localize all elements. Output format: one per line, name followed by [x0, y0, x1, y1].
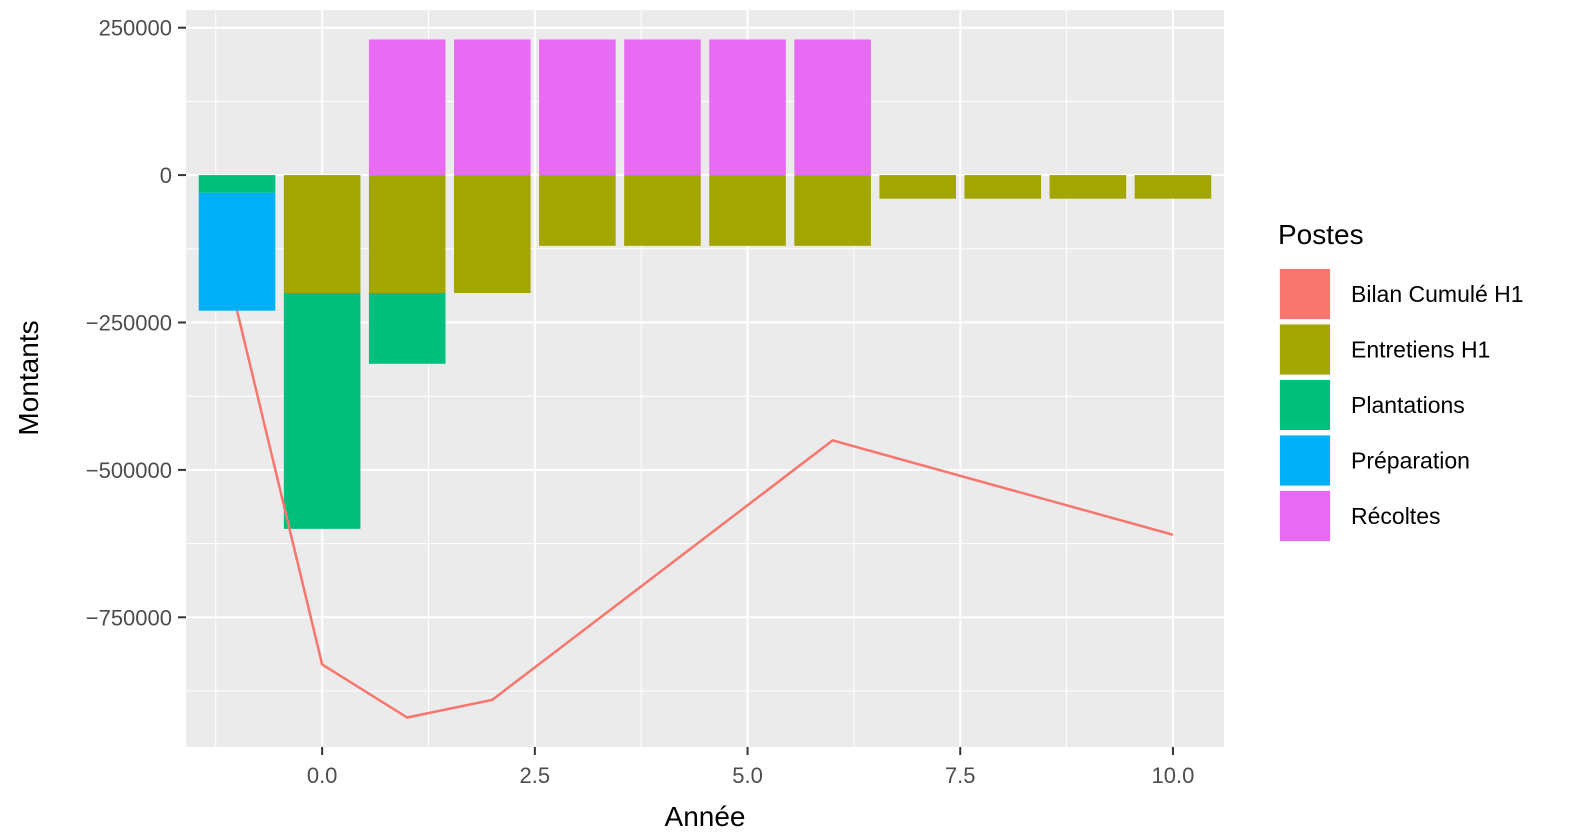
bar [368, 175, 446, 294]
bar [198, 192, 276, 311]
x-tick-label: 0.0 [307, 763, 338, 788]
legend-swatch [1280, 435, 1330, 486]
y-tick-label: −750000 [86, 605, 172, 630]
legend-label: Plantations [1351, 392, 1465, 418]
bilan-line [235, 310, 1174, 719]
x-tick-label: 2.5 [520, 763, 551, 788]
y-axis: 250000 0 −250000 −500000 −750000 [86, 16, 186, 630]
bar [624, 175, 701, 246]
legend-title: Postes [1278, 219, 1364, 250]
bar [454, 39, 531, 176]
legend-label: Bilan Cumulé H1 [1351, 281, 1524, 307]
x-axis-title: Année [665, 801, 746, 832]
bar [879, 175, 956, 199]
bar [539, 39, 616, 176]
x-tick-label: 10.0 [1152, 763, 1195, 788]
bilan-cumule-line [235, 310, 1174, 719]
bar [1049, 175, 1127, 199]
y-tick-label: 250000 [99, 16, 172, 41]
bar [454, 175, 531, 294]
legend: Postes Bilan Cumulé H1 Entretiens H1 Plant… [1278, 219, 1524, 542]
legend-swatch [1280, 324, 1330, 375]
bars [198, 39, 1212, 529]
x-tick-label: 5.0 [732, 763, 763, 788]
legend-swatch [1280, 491, 1330, 541]
bar [283, 293, 361, 529]
legend-label: Entretiens H1 [1351, 337, 1490, 363]
bar [283, 175, 361, 294]
legend-label: Préparation [1351, 448, 1470, 474]
y-tick-label: −250000 [86, 310, 172, 335]
y-tick-label: −500000 [86, 458, 172, 483]
bar [794, 39, 871, 176]
y-tick-label: 0 [160, 163, 172, 188]
bar [624, 39, 701, 176]
bar [794, 175, 871, 246]
bar [198, 175, 276, 193]
bar [964, 175, 1042, 199]
legend-swatch [1280, 380, 1330, 430]
bar [709, 39, 786, 176]
bar [1134, 175, 1212, 199]
legend-swatch [1280, 269, 1330, 319]
bar [368, 39, 446, 176]
legend-label: Récoltes [1351, 503, 1440, 529]
bar [368, 293, 446, 364]
x-tick-label: 7.5 [945, 763, 976, 788]
bar [539, 175, 616, 246]
bar [709, 175, 786, 246]
x-axis: 0.0 2.5 5.0 7.5 10.0 [307, 747, 1195, 788]
y-axis-title: Montants [13, 320, 44, 435]
